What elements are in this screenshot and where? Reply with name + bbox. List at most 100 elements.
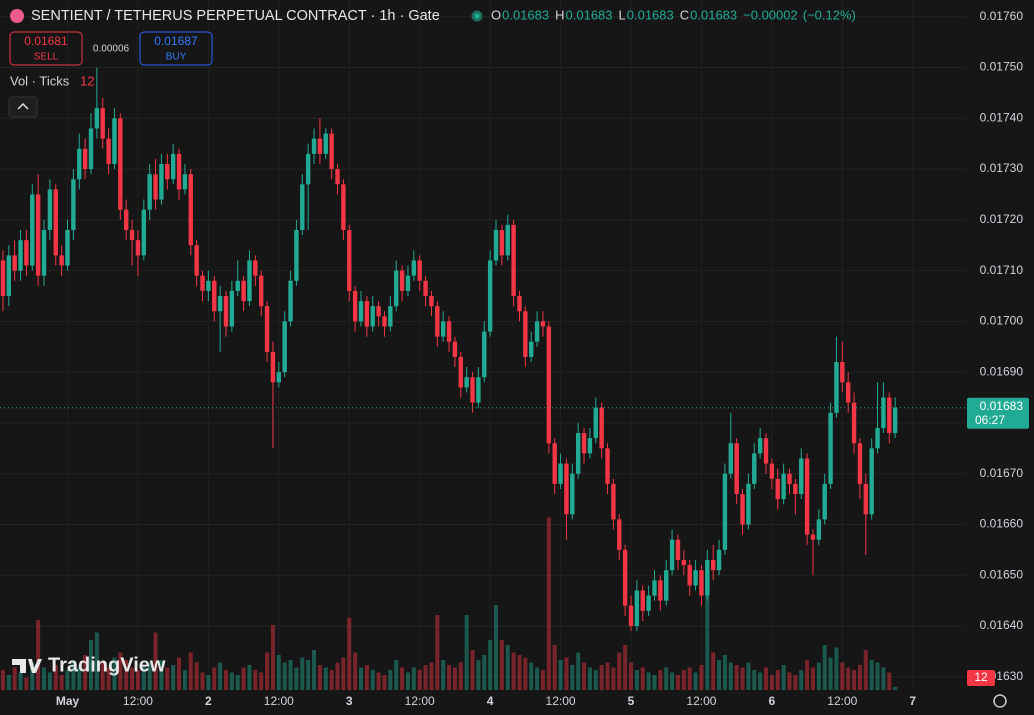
- volume-bar: [259, 672, 264, 690]
- x-tick-label: 4: [487, 694, 494, 708]
- volume-bar: [405, 672, 410, 690]
- candle-body: [153, 174, 158, 200]
- volume-bar: [482, 655, 487, 690]
- volume-bar: [288, 660, 293, 690]
- candle-body: [605, 448, 610, 484]
- candle-body: [270, 351, 276, 383]
- volume-bar: [564, 657, 569, 690]
- candle-body: [376, 306, 381, 317]
- candle-body: [235, 280, 240, 291]
- volume-bar: [605, 662, 610, 690]
- candle-body: [523, 311, 528, 357]
- collapse-button[interactable]: [8, 96, 38, 118]
- candle-body: [470, 377, 475, 403]
- volume-bar: [505, 645, 510, 690]
- last-price-label: 0.01683: [980, 399, 1024, 413]
- candle-body: [65, 230, 70, 266]
- volume-bar: [652, 675, 657, 690]
- volume-bar: [376, 672, 381, 690]
- volume-bar: [664, 667, 669, 690]
- volume-bar: [576, 652, 581, 690]
- collapse-icon: [17, 102, 29, 110]
- volume-bar: [341, 657, 346, 690]
- last-price-badge: [967, 397, 1029, 429]
- volume-bar: [241, 667, 246, 690]
- candle-body: [546, 326, 552, 444]
- candle-body: [863, 483, 868, 515]
- candle-body: [388, 306, 393, 327]
- volume-bar: [400, 667, 405, 690]
- volume-bar: [675, 675, 680, 690]
- volume-bar: [828, 657, 833, 690]
- volume-bar: [623, 645, 628, 690]
- candle-body: [206, 280, 211, 291]
- candle-body: [799, 458, 804, 495]
- x-tick-label: 12:00: [546, 694, 576, 708]
- volume-bar: [441, 660, 446, 690]
- volume-bar: [218, 662, 223, 690]
- y-tick-label: 0.01660: [980, 517, 1024, 531]
- candle-body: [335, 169, 340, 185]
- candle-body: [47, 189, 53, 230]
- candle-body: [446, 321, 452, 342]
- volume-bar: [36, 620, 41, 690]
- volume-bar: [135, 670, 140, 690]
- buy-price: 0.01687: [154, 34, 198, 48]
- candle-body: [587, 438, 593, 454]
- sell-label: SELL: [34, 52, 59, 63]
- volume-bar: [670, 672, 675, 690]
- volume-bar: [582, 662, 587, 690]
- candle-body: [82, 148, 88, 170]
- ohlc-value: 0.01683: [566, 7, 613, 22]
- candle-body: [394, 270, 399, 307]
- spread: 0.00006: [93, 44, 130, 55]
- volume-bar: [347, 617, 352, 690]
- volume-bar: [535, 667, 540, 690]
- candle-body: [710, 560, 716, 571]
- x-tick-label: 7: [909, 694, 916, 708]
- volume-bar: [329, 670, 334, 690]
- candle-body: [681, 560, 687, 566]
- candle-body: [124, 209, 129, 230]
- volume-bar: [0, 670, 5, 690]
- candle-body: [429, 296, 434, 307]
- buy-button[interactable]: [139, 31, 213, 66]
- candle-body: [611, 483, 616, 520]
- y-tick-label: 0.01640: [980, 618, 1024, 632]
- candle-body: [875, 428, 880, 449]
- volume-bar: [42, 667, 47, 690]
- candle-body: [329, 133, 334, 170]
- volume-bar: [6, 675, 11, 690]
- x-tick-label: 6: [769, 694, 776, 708]
- candle-body: [581, 433, 587, 454]
- settings-icon[interactable]: [993, 694, 1007, 708]
- sell-button[interactable]: [9, 31, 83, 66]
- candle-body: [810, 534, 816, 540]
- volume-bar: [857, 665, 862, 690]
- candle-body: [212, 280, 217, 312]
- volume-bar: [388, 670, 393, 690]
- candle-body: [405, 275, 411, 291]
- y-tick-label: 0.01700: [980, 314, 1024, 328]
- y-tick-label: 0.01650: [980, 567, 1024, 581]
- volume-bar: [100, 662, 105, 690]
- candle-body: [511, 224, 516, 297]
- candle-body: [71, 179, 76, 230]
- ohlc-label: C: [680, 7, 689, 22]
- candle-body: [30, 194, 35, 266]
- candles: [0, 67, 898, 632]
- candle-body: [599, 407, 604, 449]
- candle-body: [822, 483, 827, 520]
- candle-body: [188, 174, 193, 246]
- candle-body: [94, 108, 100, 129]
- volume-bar: [253, 670, 258, 690]
- candle-body: [241, 280, 246, 302]
- volume-bar: [775, 670, 780, 690]
- status-dot-core: [474, 13, 480, 19]
- candle-body: [294, 230, 299, 281]
- volume-bar: [875, 662, 880, 690]
- volume-bar: [188, 652, 193, 690]
- volume-bar: [118, 652, 123, 690]
- volume-bar: [734, 665, 739, 690]
- volume-bar: [810, 667, 815, 690]
